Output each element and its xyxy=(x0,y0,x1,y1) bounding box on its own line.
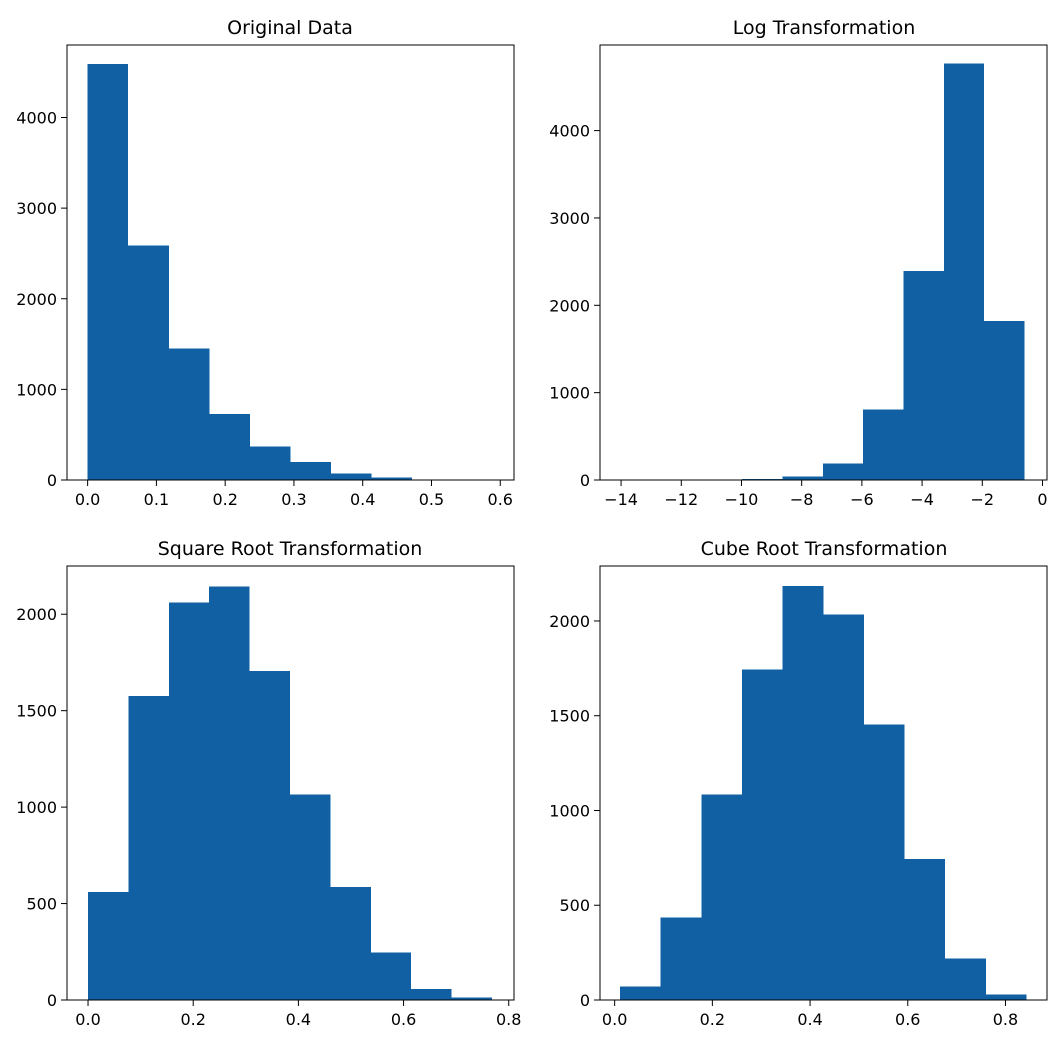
y-tick-label: 1000 xyxy=(16,798,57,817)
histogram-bar xyxy=(370,952,412,1000)
histogram-bar xyxy=(903,271,944,480)
x-tick-label: 0.2 xyxy=(212,490,237,509)
histogram-bar xyxy=(209,586,250,1000)
x-tick-label: 0.5 xyxy=(419,490,444,509)
x-tick-label: −4 xyxy=(910,490,934,509)
y-tick-label: 0 xyxy=(580,991,590,1010)
x-tick-label: 0 xyxy=(1037,490,1047,509)
histogram-bar xyxy=(985,994,1027,1000)
histogram-bar xyxy=(371,477,413,480)
histogram-bar xyxy=(168,348,210,480)
y-tick-label: 0 xyxy=(47,991,57,1010)
x-tick-label: 0.6 xyxy=(391,1010,416,1029)
histogram-bar xyxy=(660,917,702,1000)
x-tick-label: −12 xyxy=(664,490,698,509)
x-tick-label: 0.1 xyxy=(144,490,169,509)
y-tick-label: 2000 xyxy=(16,290,57,309)
histogram-bar xyxy=(168,602,210,1000)
histogram-bar xyxy=(209,413,250,480)
x-tick-label: −8 xyxy=(790,490,814,509)
histogram-bar xyxy=(128,696,169,1000)
histogram-bar xyxy=(331,473,372,480)
histogram-bar xyxy=(411,988,452,1000)
y-tick-label: 1500 xyxy=(549,707,590,726)
histogram-bar xyxy=(620,986,661,1000)
x-tick-label: −6 xyxy=(850,490,874,509)
y-tick-label: 500 xyxy=(559,896,590,915)
histogram-bar xyxy=(289,794,331,1000)
histogram-bar xyxy=(822,463,864,480)
x-tick-label: 0.0 xyxy=(602,1010,627,1029)
y-tick-label: 2000 xyxy=(549,296,590,315)
x-tick-label: 0.8 xyxy=(993,1010,1018,1029)
subplot-cube-root-transformation: Cube Root Transformation 0.0 0.2 0.4 0.6 0.8… xyxy=(549,538,1048,1029)
histogram-bar xyxy=(943,63,985,481)
x-tick-label: −14 xyxy=(604,490,638,509)
x-tick-label: 0.6 xyxy=(895,1010,920,1029)
subplot-square-root-transformation: Square Root Transformation 0.0 0.2 0.4 0.6 0… xyxy=(16,538,521,1029)
y-tick-label: 4000 xyxy=(16,109,57,128)
histogram-bar xyxy=(701,794,742,1000)
histogram-bar xyxy=(330,887,371,1000)
histogram-bar xyxy=(904,858,946,1000)
x-tick-label: 0.4 xyxy=(286,1010,311,1029)
subplot-log-transformation: Log Transformation −14 −12 −10 −8 −6 −4 −2 0 0 10… xyxy=(549,17,1047,509)
y-tick-label: 3000 xyxy=(16,199,57,218)
y-tick-label: 1000 xyxy=(16,380,57,399)
y-tick-label: 500 xyxy=(26,895,57,914)
histogram-bar xyxy=(249,446,291,480)
y-tick-label: 0 xyxy=(47,471,57,490)
x-tick-label: 0.2 xyxy=(700,1010,725,1029)
x-tick-label: 0.0 xyxy=(75,1010,100,1029)
y-tick-label: 3000 xyxy=(549,209,590,228)
x-tick-label: 0.2 xyxy=(180,1010,205,1029)
y-tick-label: 0 xyxy=(580,471,590,490)
y-tick-label: 1000 xyxy=(549,801,590,820)
axes-frame xyxy=(66,44,515,481)
chart-title: Square Root Transformation xyxy=(158,538,423,560)
axes-frame xyxy=(599,44,1048,481)
histogram-bar xyxy=(782,585,824,1000)
chart-title: Cube Root Transformation xyxy=(701,538,948,560)
histogram-bar xyxy=(128,245,169,480)
x-tick-label: 0.8 xyxy=(496,1010,521,1029)
histogram-bar xyxy=(741,669,783,1000)
x-tick-label: −10 xyxy=(725,490,759,509)
y-tick-label: 4000 xyxy=(549,122,590,141)
axes-frame xyxy=(66,565,515,1001)
x-tick-label: 0.3 xyxy=(281,490,306,509)
histogram-bar xyxy=(290,461,332,481)
chart-title: Original Data xyxy=(227,17,353,39)
x-tick-label: 0.6 xyxy=(488,490,513,509)
histogram-bar xyxy=(823,614,864,1000)
y-tick-label: 1500 xyxy=(16,702,57,721)
histogram-bar xyxy=(945,958,986,1000)
chart-title: Log Transformation xyxy=(733,17,916,39)
x-tick-label: 0.4 xyxy=(350,490,375,509)
histogram-bar xyxy=(863,409,904,480)
histogram-bar xyxy=(87,64,129,480)
x-tick-label: −2 xyxy=(970,490,994,509)
y-tick-label: 1000 xyxy=(549,384,590,403)
histogram-bar xyxy=(782,476,823,480)
y-tick-label: 2000 xyxy=(16,605,57,624)
x-tick-label: 0.0 xyxy=(75,490,100,509)
histogram-bar xyxy=(88,891,129,1000)
x-tick-label: 0.4 xyxy=(797,1010,822,1029)
histogram-bar xyxy=(249,671,290,1000)
histogram-bar xyxy=(863,724,905,1000)
axes-frame xyxy=(599,565,1048,1001)
histogram-bar xyxy=(451,997,492,1000)
histogram-bar xyxy=(984,321,1025,480)
y-tick-label: 2000 xyxy=(549,612,590,631)
subplot-original-data: Original Data 0.0 0.1 0.2 0.3 0.4 0.5 0.6 0 1000… xyxy=(16,17,515,509)
